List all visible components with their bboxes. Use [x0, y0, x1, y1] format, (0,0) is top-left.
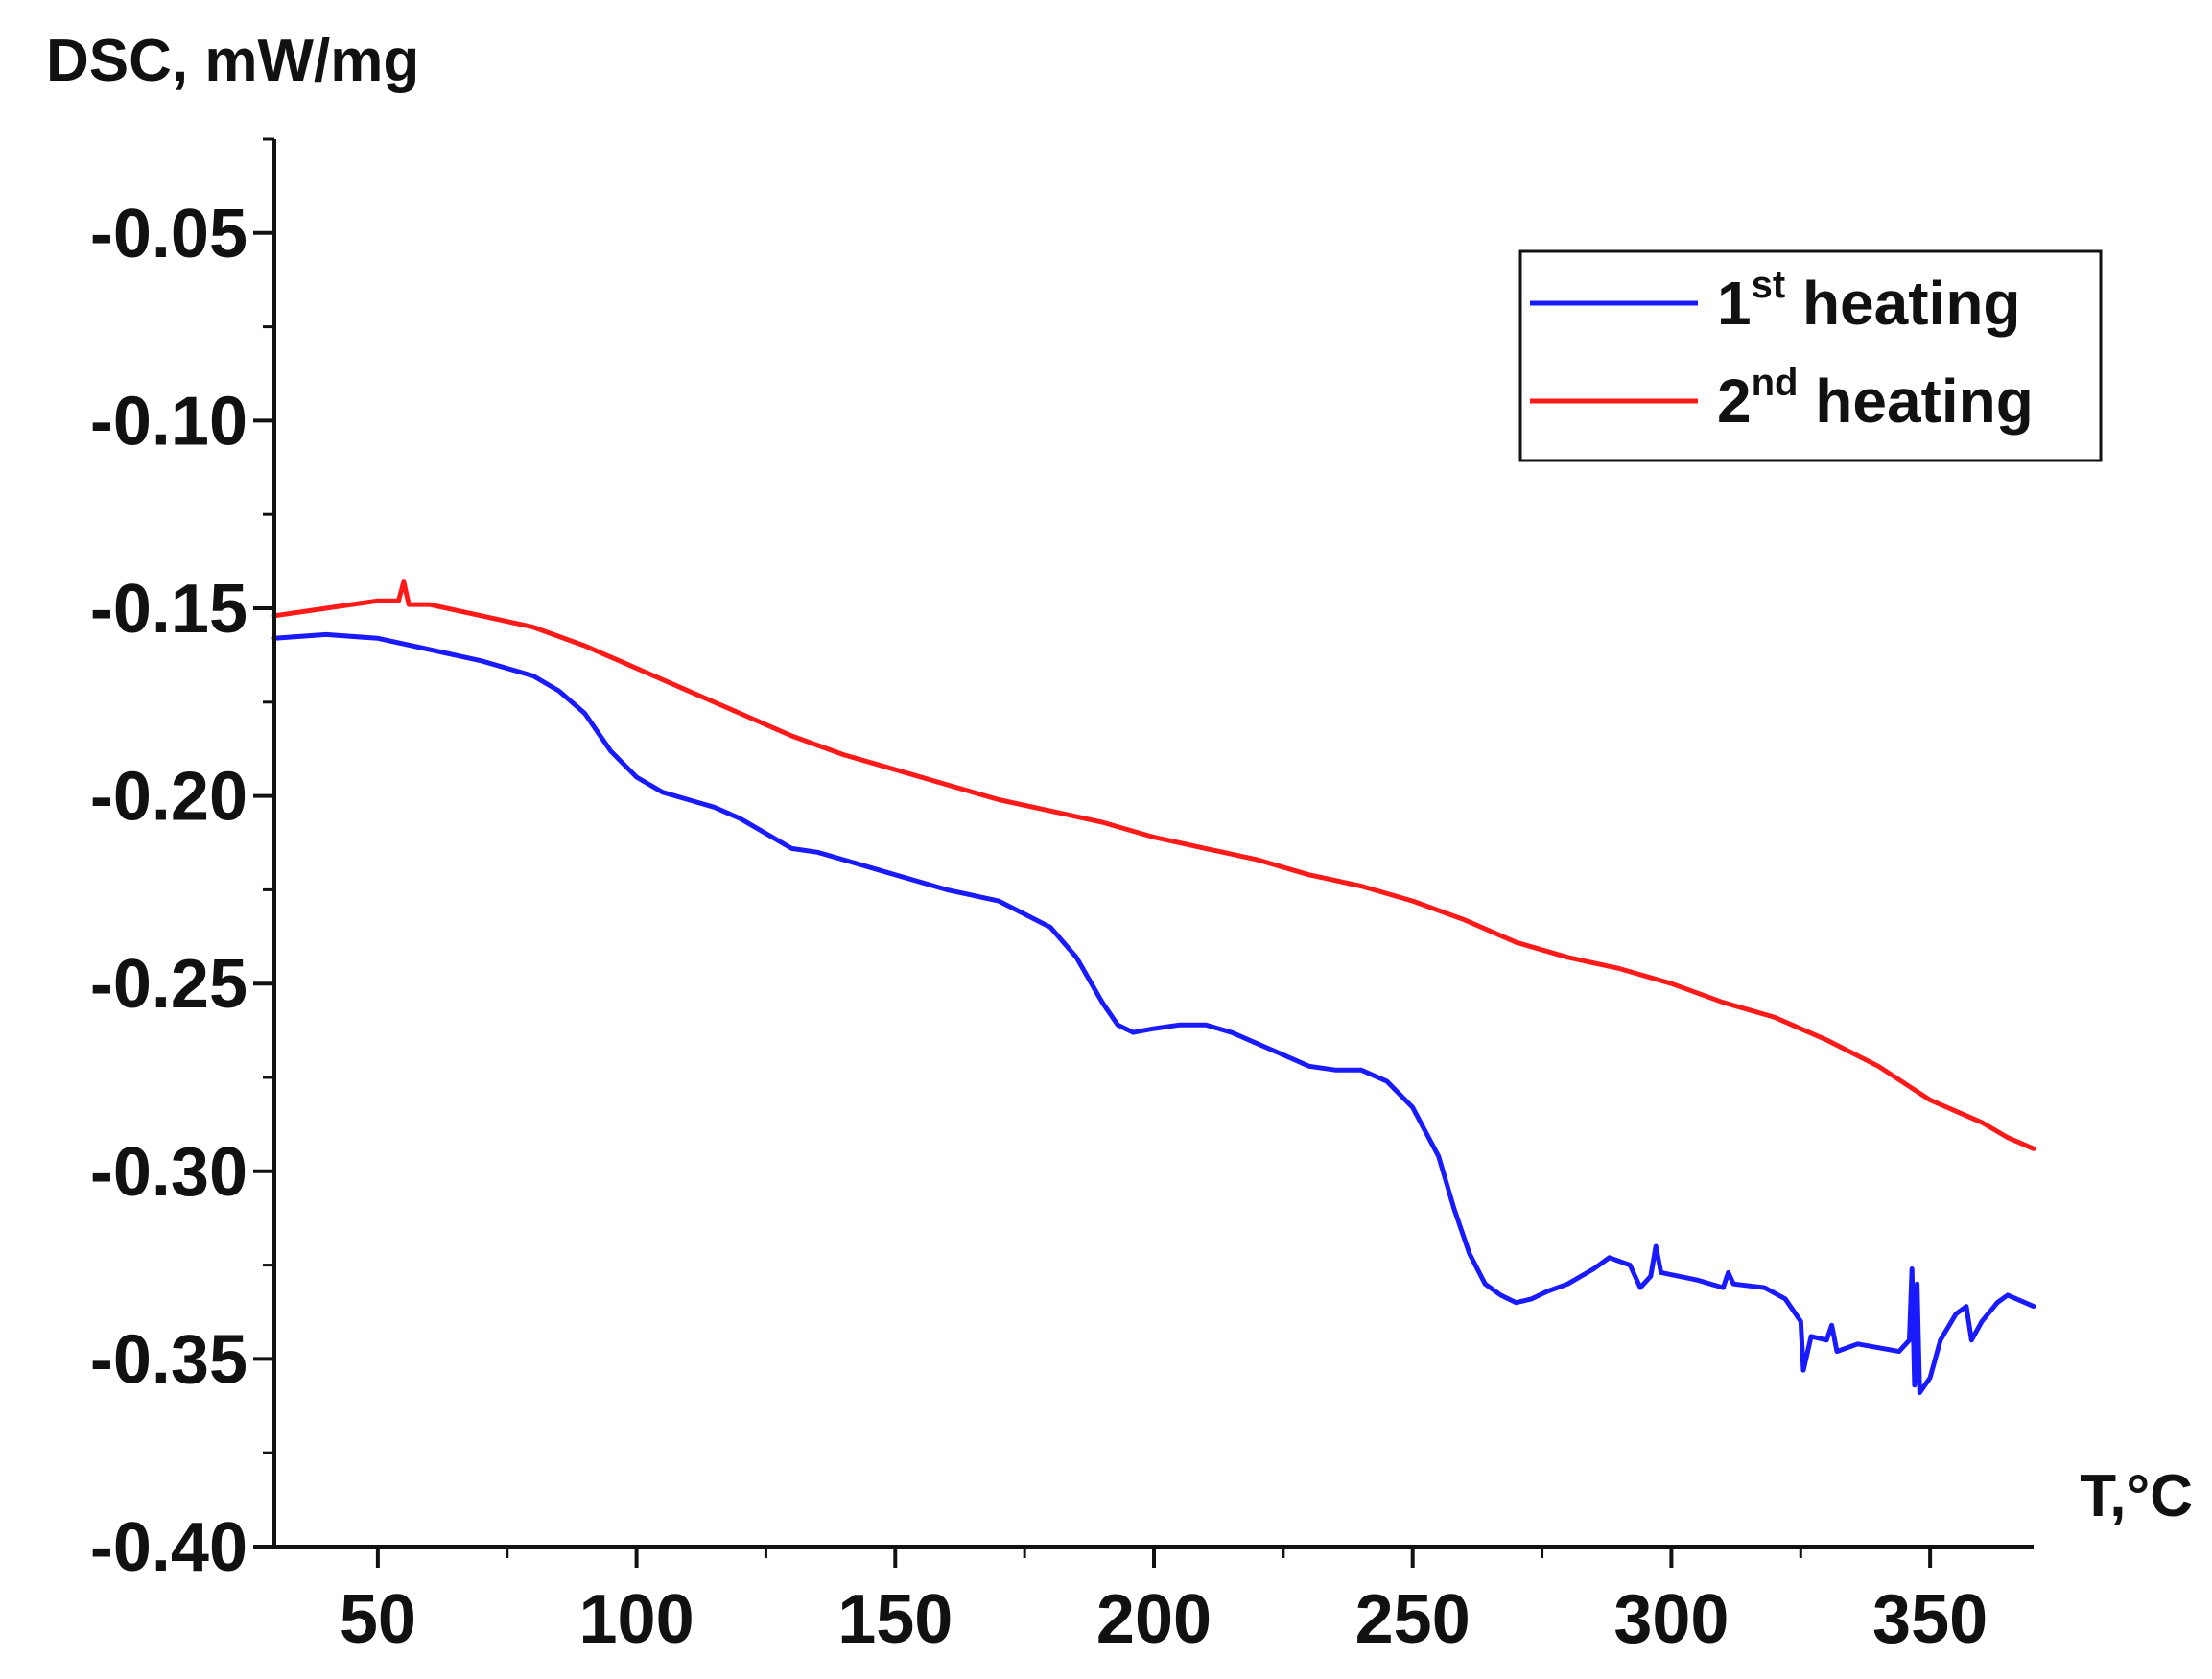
legend-label-rest: heating: [1785, 269, 2020, 338]
x-axis-title: T,°C: [2080, 1463, 2193, 1529]
legend-label-main: 1: [1717, 269, 1752, 338]
x-tick-label: 250: [1355, 1581, 1471, 1658]
y-axis-title: DSC, mW/mg: [46, 28, 419, 94]
y-tick-label: -0.05: [90, 196, 247, 272]
legend-label-main: 2: [1717, 367, 1752, 436]
legend-label-1: 1st heating: [1717, 264, 2021, 338]
y-tick-label: -0.15: [90, 571, 247, 648]
y-tick-label: -0.30: [90, 1134, 247, 1211]
y-tick-label: -0.40: [90, 1509, 247, 1586]
legend-label-2: 2nd heating: [1717, 362, 2034, 436]
x-tick-label: 50: [340, 1581, 416, 1658]
x-tick-label: 100: [579, 1581, 694, 1658]
y-tick-label: -0.35: [90, 1321, 247, 1398]
y-tick-label: -0.10: [90, 383, 247, 460]
series-layer: [271, 579, 2036, 1396]
series-line-1: [271, 631, 2036, 1396]
legend-label-sup: st: [1752, 264, 1786, 306]
y-tick-label: -0.25: [90, 946, 247, 1023]
x-tick-label: 350: [1872, 1581, 1988, 1658]
series-line-2: [271, 579, 2036, 1151]
legend-label-sup: nd: [1752, 362, 1799, 404]
axes: -0.05 -0.10 -0.15 -0.20 -0.25 -0.30 -0.35 -0.40…: [90, 137, 2034, 1658]
x-tick-label: 150: [837, 1581, 953, 1658]
x-tick-label: 300: [1613, 1581, 1729, 1658]
legend-label-rest: heating: [1798, 367, 2033, 436]
x-tick-label: 200: [1096, 1581, 1212, 1658]
legend-box: [1518, 249, 2103, 462]
y-tick-label: -0.20: [90, 759, 247, 836]
